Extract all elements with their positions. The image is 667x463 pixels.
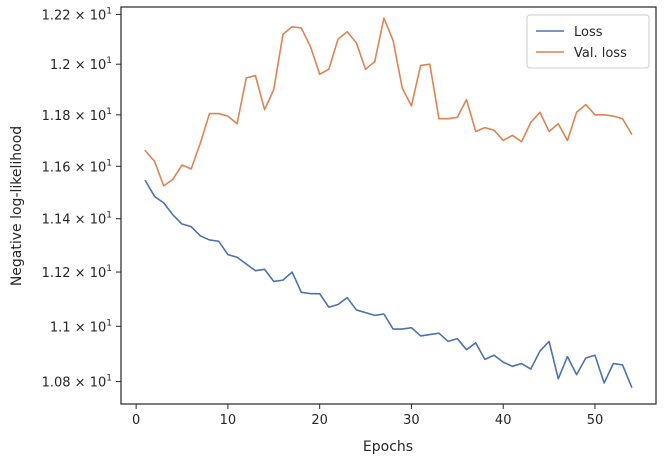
y-axis-label: Negative log-likelihood — [9, 126, 25, 286]
legend-frame — [526, 14, 650, 69]
x-tick-label: 40 — [495, 413, 512, 428]
y-tick-label: 1.08 × 101 — [42, 374, 112, 391]
legend-label: Val. loss — [574, 46, 627, 61]
y-tick-label: 1.14 × 101 — [42, 211, 112, 228]
x-tick-label: 50 — [587, 413, 604, 428]
y-tick-label: 1.22 × 101 — [42, 6, 112, 23]
legend-label: Loss — [574, 25, 603, 40]
y-tick-label: 1.1 × 101 — [50, 318, 112, 335]
series-line-val-loss — [144, 17, 633, 187]
x-tick-label: 30 — [403, 413, 420, 428]
y-tick-label: 1.16 × 101 — [42, 158, 112, 175]
x-tick-label: 20 — [311, 413, 328, 428]
y-tick-label: 1.18 × 101 — [42, 107, 112, 124]
y-tick-label: 1.2 × 101 — [50, 56, 112, 73]
x-tick-label: 0 — [132, 413, 140, 428]
axes-frame — [120, 6, 657, 405]
series-line-loss — [144, 179, 633, 388]
x-axis: 0 10 20 30 40 50 — [132, 404, 603, 428]
legend: Loss Val. loss — [526, 14, 650, 69]
plot-area — [144, 17, 633, 388]
y-axis: 1.08 × 101 1.1 × 101 1.12 × 101 1.14 × 101 1… — [42, 6, 121, 391]
x-tick-label: 10 — [220, 413, 237, 428]
x-axis-label: Epochs — [363, 439, 413, 455]
y-tick-label: 1.12 × 101 — [42, 264, 112, 281]
